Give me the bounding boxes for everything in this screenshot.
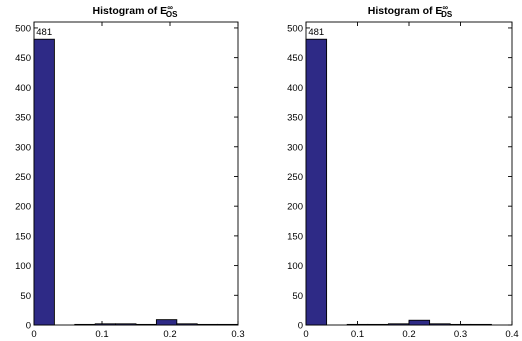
y-tick-label: 50 <box>292 291 303 302</box>
x-tick-label: 0 <box>303 329 308 340</box>
histogram-bar <box>33 38 55 326</box>
x-tick-label: 0.3 <box>231 329 244 340</box>
data-labels-ds: 481 <box>308 27 324 38</box>
histogram-bar <box>135 323 157 326</box>
y-tick-label: 300 <box>15 142 31 153</box>
data-labels-os: 481 <box>36 27 52 38</box>
histogram-bar <box>449 323 472 326</box>
histogram-ds-panel: Histogram of E∞ DS 0 50 100 150 200 250 300 350 4… <box>287 3 518 340</box>
x-tick-label: 0.1 <box>351 329 364 340</box>
y-tick-label: 300 <box>287 142 303 153</box>
x-tick-label: 0.2 <box>163 329 176 340</box>
bars-ds <box>305 38 492 326</box>
chart-title-ds: Histogram of E∞ DS <box>368 3 453 19</box>
histogram-bar <box>305 38 328 326</box>
y-tick-label: 200 <box>15 202 31 213</box>
y-tick-label: 450 <box>287 53 303 64</box>
histogram-bar <box>74 323 96 326</box>
y-tick-label: 250 <box>15 172 31 183</box>
plot-area-os <box>33 21 239 326</box>
y-tick-label: 150 <box>287 231 303 242</box>
y-tick-label: 150 <box>15 231 31 242</box>
y-tick-label: 100 <box>15 261 31 272</box>
y-tick-label: 350 <box>287 113 303 124</box>
x-tick-label: 0.3 <box>454 329 467 340</box>
histogram-bar <box>176 323 198 326</box>
histogram-bar <box>346 323 369 326</box>
histogram-bar <box>408 319 431 326</box>
bar-data-label: 481 <box>308 27 324 38</box>
histogram-bar <box>115 323 137 326</box>
bar-data-label: 481 <box>36 27 52 38</box>
histogram-os-panel: Histogram of E∞ OS 0 50 100 150 200 250 300 350 4… <box>15 3 244 340</box>
chart-title-os: Histogram of E∞ OS <box>93 3 179 19</box>
histogram-bar <box>367 323 389 326</box>
plot-area-ds <box>305 21 513 326</box>
x-axis-os: 0 0.1 0.2 0.3 <box>31 22 245 340</box>
histogram-bar <box>196 323 219 326</box>
y-tick-label: 0 <box>298 321 303 332</box>
x-tick-label: 0.1 <box>95 329 108 340</box>
x-tick-label: 0.2 <box>402 329 415 340</box>
x-tick-label: 0 <box>31 329 36 340</box>
y-tick-label: 500 <box>15 23 31 34</box>
histogram-bar <box>155 319 178 326</box>
y-tick-label: 400 <box>287 83 303 94</box>
y-tick-label: 250 <box>287 172 303 183</box>
y-tick-label: 450 <box>15 53 31 64</box>
y-tick-label: 500 <box>287 23 303 34</box>
y-tick-label: 350 <box>15 113 31 124</box>
histogram-bar <box>94 323 117 326</box>
y-tick-label: 200 <box>287 202 303 213</box>
y-tick-label: 400 <box>15 83 31 94</box>
x-axis-ds: 0 0.1 0.2 0.3 0.4 <box>303 22 519 340</box>
y-tick-label: 50 <box>20 291 31 302</box>
histogram-bar <box>470 323 492 326</box>
histogram-bar <box>387 323 410 326</box>
y-tick-label: 0 <box>26 321 31 332</box>
histogram-bar <box>429 323 451 326</box>
histogram-bar <box>217 323 239 326</box>
x-tick-label: 0.4 <box>505 329 518 340</box>
y-tick-label: 100 <box>287 261 303 272</box>
bars-os <box>33 38 239 326</box>
